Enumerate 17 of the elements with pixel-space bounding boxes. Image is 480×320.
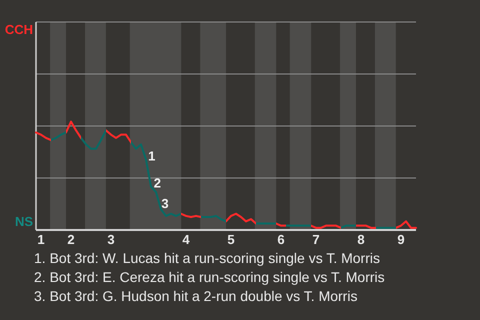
x-tick-label: 7 (312, 232, 320, 247)
x-tick-label: 4 (182, 232, 190, 247)
x-tick-label: 6 (277, 232, 285, 247)
x-tick-label: 8 (357, 232, 365, 247)
x-tick-label: 9 (397, 232, 405, 247)
annotation: 1 (148, 148, 156, 164)
x-tick-label: 5 (227, 232, 235, 247)
x-tick-label: 2 (67, 232, 75, 247)
text: CCH (4, 22, 33, 37)
annotation: 3 (161, 196, 169, 212)
x-tick-label: 1 (37, 232, 45, 247)
annotation: 2 (154, 175, 162, 190)
text: NS (14, 214, 34, 229)
text: 3. Bot 3rd: G. Hudson hit a 2-run double vs T. Morris (34, 288, 358, 304)
text: 1. Bot 3rd: W. Lucas hit a run-scoring single vs T. Morris (34, 250, 380, 266)
text: 2. Bot 3rd: E. Cereza hit a run-scoring single vs T. Morris (34, 269, 385, 285)
x-tick-label: 3 (107, 232, 115, 247)
